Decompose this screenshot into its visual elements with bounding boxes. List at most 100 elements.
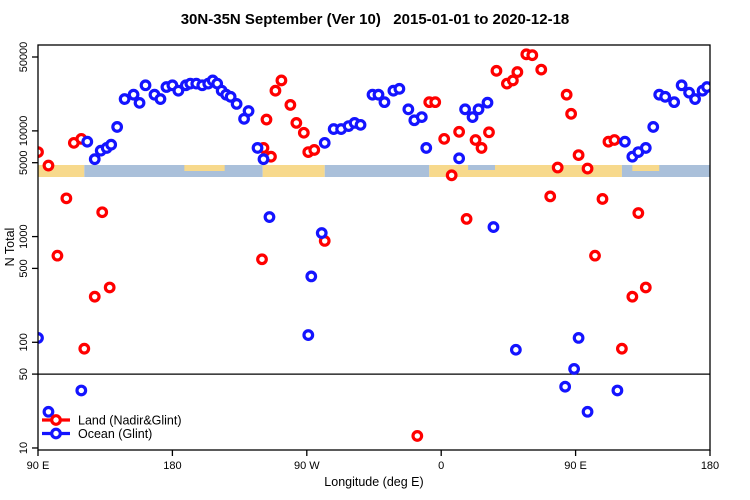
data-point <box>78 342 91 355</box>
data-point <box>490 64 503 77</box>
data-point <box>297 126 310 139</box>
data-point <box>615 342 628 355</box>
y-tick-label: 50000 <box>18 42 30 73</box>
x-tick-label: 90 E <box>27 460 50 472</box>
data-point <box>581 405 594 418</box>
data-point <box>105 138 118 151</box>
data-point <box>127 88 140 101</box>
y-tick-label: 500 <box>18 259 30 277</box>
y-axis-ticks: 10 50 100 500 1000 5000 10000 50000 <box>18 42 38 454</box>
data-point <box>257 153 270 166</box>
data-point <box>483 126 495 139</box>
data-point <box>402 103 415 116</box>
data-point <box>611 384 624 397</box>
x-axis-ticks: 90 E 180 90 W 0 90 E 180 <box>27 450 719 472</box>
data-point <box>308 144 321 156</box>
data-point <box>701 81 710 93</box>
band-segment-land <box>262 165 325 177</box>
data-point <box>668 96 681 109</box>
x-axis-label: Longitude (deg E) <box>324 475 423 489</box>
data-point <box>260 113 273 126</box>
data-point <box>133 96 146 109</box>
band-inland-sea <box>468 165 495 170</box>
data-point <box>230 97 243 110</box>
y-tick-label: 1000 <box>18 224 30 248</box>
y-tick-label: 5000 <box>18 150 30 174</box>
data-point <box>242 105 255 117</box>
data-point <box>438 132 451 145</box>
data-point <box>544 190 557 203</box>
data-point <box>472 103 485 116</box>
data-point <box>647 121 660 133</box>
data-point <box>415 111 428 124</box>
data-point <box>96 206 109 219</box>
data-point <box>103 281 116 294</box>
data-point <box>445 169 458 182</box>
data-point <box>506 74 519 87</box>
data-point <box>639 142 652 154</box>
y-tick-label: 10000 <box>18 116 30 147</box>
band-island <box>632 165 660 171</box>
data-point <box>420 142 433 154</box>
plot-frame <box>37 44 711 451</box>
data-point <box>75 384 88 397</box>
data-point <box>251 142 264 154</box>
data-point <box>639 281 652 294</box>
chart-title: 30N-35N September (Ver 10) 2015-01-01 to… <box>180 11 570 28</box>
data-point <box>315 227 328 239</box>
data-point <box>608 134 621 146</box>
band-segment-ocean <box>84 165 263 177</box>
y-axis-label: N Total <box>3 228 17 267</box>
band-segment-ocean <box>324 165 430 177</box>
data-point <box>318 136 331 149</box>
data-point <box>290 116 303 129</box>
data-point <box>305 270 318 283</box>
data-point <box>659 90 672 103</box>
data-point <box>689 93 701 105</box>
data-point <box>509 343 522 356</box>
data-point <box>284 99 297 111</box>
land-ocean-band <box>38 165 710 177</box>
data-point <box>535 63 548 76</box>
data-point <box>481 96 494 109</box>
data-point <box>526 49 539 62</box>
band-island <box>184 165 225 171</box>
data-point <box>568 362 581 375</box>
data-point <box>393 82 406 95</box>
data-point <box>275 74 288 87</box>
data-points <box>38 48 710 442</box>
data-point <box>269 84 282 97</box>
data-point <box>469 134 482 146</box>
data-point <box>453 152 466 165</box>
data-point <box>475 142 488 154</box>
data-point <box>626 290 639 303</box>
data-point <box>460 212 473 225</box>
data-point <box>81 135 94 148</box>
data-point <box>572 332 585 344</box>
data-point <box>118 93 131 105</box>
data-point <box>572 149 585 162</box>
data-point <box>589 249 601 262</box>
data-point <box>487 221 500 233</box>
data-point <box>511 66 524 78</box>
y-tick-label: 100 <box>18 333 30 351</box>
legend-land-label: Land (Nadir&Glint) <box>78 414 182 428</box>
data-point <box>378 96 391 109</box>
data-point <box>88 153 101 166</box>
data-point <box>172 84 185 97</box>
data-point <box>675 79 688 92</box>
data-point <box>551 161 564 174</box>
legend-land-circle-symbol <box>50 414 62 426</box>
data-point <box>263 211 276 223</box>
data-point <box>256 253 268 266</box>
data-point <box>51 249 64 262</box>
data-point <box>596 193 609 205</box>
data-point <box>224 90 237 103</box>
plot-border <box>37 44 711 451</box>
data-point <box>302 329 315 341</box>
data-point <box>632 207 645 219</box>
data-point <box>372 88 385 101</box>
data-point <box>581 162 594 175</box>
data-point <box>618 135 631 148</box>
